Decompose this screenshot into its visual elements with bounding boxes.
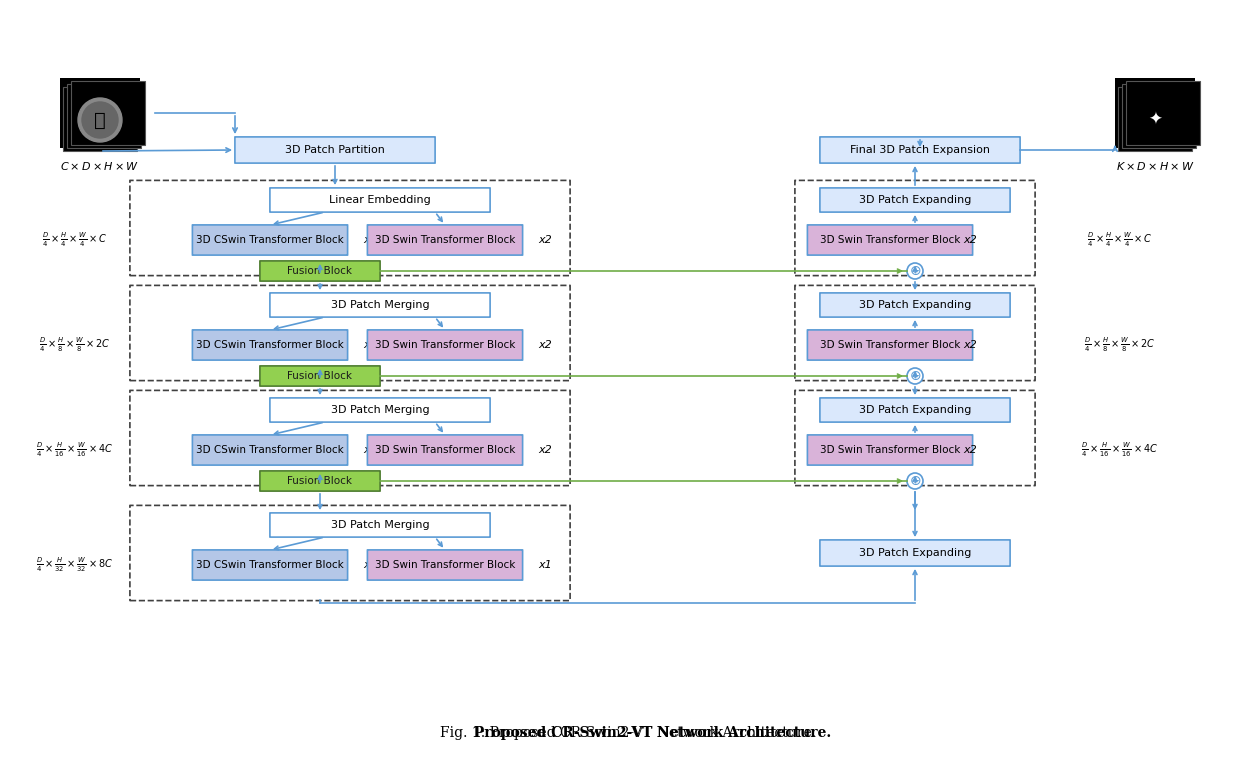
Circle shape (907, 368, 923, 384)
Text: x2: x2 (363, 340, 377, 350)
FancyBboxPatch shape (820, 293, 1010, 317)
Text: 3D Patch Expanding: 3D Patch Expanding (859, 300, 971, 310)
Text: x1: x1 (538, 560, 551, 570)
Circle shape (907, 263, 923, 279)
FancyBboxPatch shape (72, 81, 144, 145)
Text: $\oplus$: $\oplus$ (909, 264, 921, 278)
FancyBboxPatch shape (67, 84, 141, 148)
Text: $\frac{D}{4}\times\frac{H}{16}\times\frac{W}{16}\times 4C$: $\frac{D}{4}\times\frac{H}{16}\times\fra… (1081, 441, 1158, 459)
Text: Fig. 1: Proposed CR-Swin2-VT Network Architecture.: Fig. 1: Proposed CR-Swin2-VT Network Arc… (440, 726, 816, 740)
Text: $\frac{D}{4}\times\frac{H}{4}\times\frac{W}{4}\times C$: $\frac{D}{4}\times\frac{H}{4}\times\frac… (1088, 231, 1153, 249)
Text: 3D Swin Transformer Block: 3D Swin Transformer Block (374, 235, 515, 245)
FancyBboxPatch shape (260, 471, 381, 491)
Text: Fusion Block: Fusion Block (288, 266, 353, 276)
FancyBboxPatch shape (235, 137, 435, 163)
Text: x2: x2 (963, 340, 977, 350)
Text: 🧠: 🧠 (94, 111, 106, 130)
FancyBboxPatch shape (368, 225, 522, 255)
Text: 3D Patch Merging: 3D Patch Merging (330, 520, 430, 530)
Text: 3D Patch Expanding: 3D Patch Expanding (859, 405, 971, 415)
Text: 3D CSwin Transformer Block: 3D CSwin Transformer Block (196, 560, 344, 570)
FancyBboxPatch shape (60, 78, 139, 148)
Text: $\frac{D}{4}\times\frac{H}{16}\times\frac{W}{16}\times 4C$: $\frac{D}{4}\times\frac{H}{16}\times\fra… (36, 441, 113, 459)
FancyBboxPatch shape (192, 550, 348, 580)
Text: ✦: ✦ (1148, 111, 1162, 129)
FancyBboxPatch shape (1115, 78, 1194, 148)
Text: 3D Patch Expanding: 3D Patch Expanding (859, 195, 971, 205)
FancyBboxPatch shape (368, 330, 522, 360)
Text: $\frac{D}{4}\times\frac{H}{4}\times\frac{W}{4}\times C$: $\frac{D}{4}\times\frac{H}{4}\times\frac… (43, 231, 108, 249)
Text: Fusion Block: Fusion Block (288, 476, 353, 486)
Text: 3D CSwin Transformer Block: 3D CSwin Transformer Block (196, 340, 344, 350)
Text: 3D Swin Transformer Block: 3D Swin Transformer Block (820, 235, 960, 245)
FancyBboxPatch shape (270, 398, 490, 422)
Text: $K\times D\times H\times W$: $K\times D\times H\times W$ (1115, 160, 1194, 172)
FancyBboxPatch shape (270, 513, 490, 537)
FancyBboxPatch shape (820, 398, 1010, 422)
Text: $\frac{D}{4}\times\frac{H}{32}\times\frac{W}{32}\times 8C$: $\frac{D}{4}\times\frac{H}{32}\times\fra… (36, 556, 113, 574)
FancyBboxPatch shape (820, 137, 1020, 163)
Text: 3D Patch Partition: 3D Patch Partition (285, 145, 384, 155)
FancyBboxPatch shape (270, 293, 490, 317)
Text: 3D Swin Transformer Block: 3D Swin Transformer Block (374, 340, 515, 350)
Text: $\frac{D}{4}\times\frac{H}{8}\times\frac{W}{8}\times 2C$: $\frac{D}{4}\times\frac{H}{8}\times\frac… (39, 336, 111, 354)
FancyBboxPatch shape (63, 87, 137, 151)
FancyBboxPatch shape (260, 366, 381, 386)
Circle shape (78, 98, 122, 142)
Text: 3D Swin Transformer Block: 3D Swin Transformer Block (820, 445, 960, 455)
Text: x2: x2 (363, 445, 377, 455)
FancyBboxPatch shape (270, 188, 490, 212)
FancyBboxPatch shape (808, 330, 972, 360)
Text: Final 3D Patch Expansion: Final 3D Patch Expansion (850, 145, 990, 155)
FancyBboxPatch shape (260, 261, 381, 281)
Text: x1: x1 (363, 560, 377, 570)
Text: x2: x2 (963, 445, 977, 455)
FancyBboxPatch shape (820, 540, 1010, 566)
Text: $\oplus$: $\oplus$ (909, 474, 921, 488)
FancyBboxPatch shape (192, 330, 348, 360)
Text: x2: x2 (538, 235, 551, 245)
Text: 3D Swin Transformer Block: 3D Swin Transformer Block (374, 560, 515, 570)
Text: x2: x2 (963, 235, 977, 245)
Text: x2: x2 (363, 235, 377, 245)
Text: 3D Swin Transformer Block: 3D Swin Transformer Block (820, 340, 960, 350)
Text: Linear Embedding: Linear Embedding (329, 195, 431, 205)
Text: 3D Patch Merging: 3D Patch Merging (330, 300, 430, 310)
FancyBboxPatch shape (808, 435, 972, 465)
FancyBboxPatch shape (1118, 87, 1192, 151)
FancyBboxPatch shape (192, 435, 348, 465)
Text: Fusion Block: Fusion Block (288, 371, 353, 381)
Circle shape (907, 473, 923, 489)
Text: Proposed CR-Swin2-VT Network Architecture.: Proposed CR-Swin2-VT Network Architectur… (425, 726, 831, 740)
Circle shape (82, 102, 118, 138)
Text: $\frac{D}{4}\times\frac{H}{8}\times\frac{W}{8}\times 2C$: $\frac{D}{4}\times\frac{H}{8}\times\frac… (1084, 336, 1156, 354)
FancyBboxPatch shape (192, 225, 348, 255)
Text: x2: x2 (538, 445, 551, 455)
FancyBboxPatch shape (820, 188, 1010, 212)
FancyBboxPatch shape (1122, 84, 1196, 148)
Text: 3D CSwin Transformer Block: 3D CSwin Transformer Block (196, 235, 344, 245)
FancyBboxPatch shape (808, 225, 972, 255)
Text: 3D Patch Expanding: 3D Patch Expanding (859, 548, 971, 558)
Text: 3D CSwin Transformer Block: 3D CSwin Transformer Block (196, 445, 344, 455)
Text: 3D Patch Merging: 3D Patch Merging (330, 405, 430, 415)
FancyBboxPatch shape (1125, 81, 1199, 145)
Text: $\oplus$: $\oplus$ (909, 369, 921, 383)
FancyBboxPatch shape (368, 435, 522, 465)
Text: x2: x2 (538, 340, 551, 350)
Text: 3D Swin Transformer Block: 3D Swin Transformer Block (374, 445, 515, 455)
Text: $C\times D\times H\times W$: $C\times D\times H\times W$ (60, 160, 139, 172)
FancyBboxPatch shape (368, 550, 522, 580)
